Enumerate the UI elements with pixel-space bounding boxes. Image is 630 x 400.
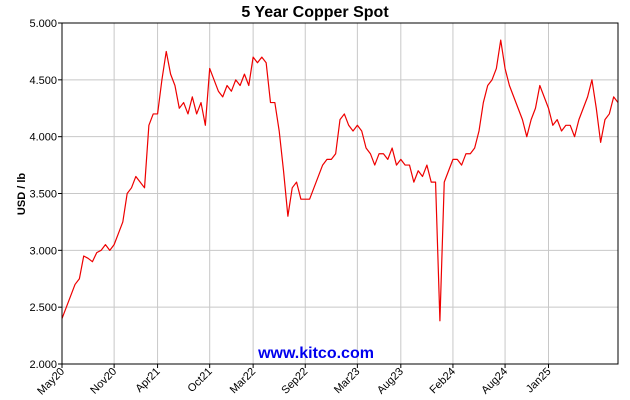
y-tick-label: 4.500	[29, 75, 57, 87]
y-tick-label: 2.000	[29, 359, 57, 371]
y-tick-label: 2.500	[29, 302, 57, 314]
y-tick-label: 5.000	[29, 18, 57, 30]
y-tick-label: 3.000	[29, 245, 57, 257]
y-axis-label: USD / lb	[16, 173, 28, 215]
chart-title: 5 Year Copper Spot	[241, 4, 389, 21]
price-line	[61, 39, 619, 322]
watermark: www.kitco.com	[257, 345, 374, 362]
y-tick-label: 4.000	[29, 132, 57, 144]
y-tick-label: 3.500	[29, 189, 57, 201]
plot-border	[61, 22, 619, 365]
